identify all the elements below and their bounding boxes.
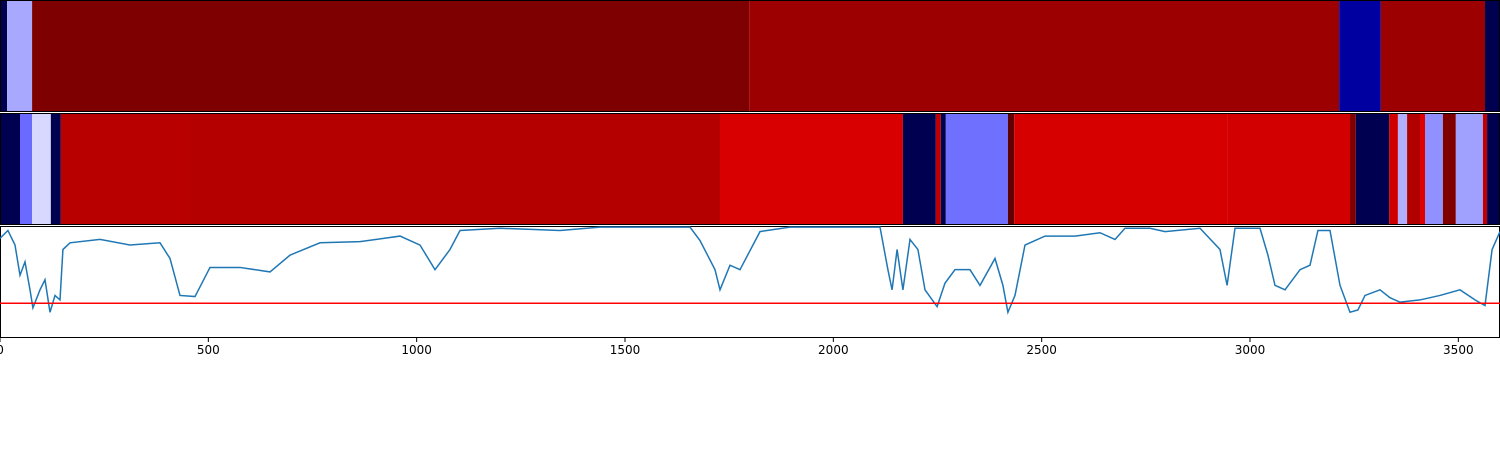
- segment: [60, 113, 191, 225]
- segment: [935, 113, 941, 225]
- x-tick-label: 500: [197, 343, 220, 357]
- segment: [720, 113, 903, 225]
- series-line: [0, 226, 1500, 315]
- segment: [7, 0, 33, 112]
- segment: [1455, 113, 1483, 225]
- x-tick-label: 2500: [1026, 343, 1057, 357]
- segment: [1407, 113, 1420, 225]
- x-tick-label: 2000: [818, 343, 849, 357]
- segment: [0, 0, 8, 112]
- segment: [0, 113, 20, 225]
- segment: [1397, 113, 1408, 225]
- x-tick-label: 0: [0, 343, 4, 357]
- segment: [1389, 113, 1398, 225]
- segment: [1355, 113, 1390, 225]
- segment: [1485, 0, 1500, 112]
- segment: [1380, 0, 1485, 112]
- segment: [945, 113, 1008, 225]
- segment: [20, 113, 33, 225]
- x-tick-label: 3500: [1443, 343, 1474, 357]
- x-tick-label: 1000: [401, 343, 432, 357]
- segment: [1487, 113, 1500, 225]
- segment: [50, 113, 61, 225]
- segment: [749, 0, 1340, 112]
- segment: [1350, 113, 1356, 225]
- segment: [940, 113, 946, 225]
- segment: [1420, 113, 1425, 225]
- x-tick-label: 1500: [610, 343, 641, 357]
- segment: [1482, 113, 1488, 225]
- segment: [1227, 113, 1350, 225]
- segment: [1442, 113, 1456, 225]
- segment: [32, 0, 750, 112]
- segment: [1014, 113, 1228, 225]
- segment: [1425, 113, 1443, 225]
- plot-area: [0, 226, 1500, 338]
- segment: [902, 113, 936, 225]
- segment: [190, 113, 720, 225]
- x-tick-label: 3000: [1235, 343, 1266, 357]
- segment: [1339, 0, 1381, 112]
- segment: [32, 113, 51, 225]
- segment: [1007, 113, 1015, 225]
